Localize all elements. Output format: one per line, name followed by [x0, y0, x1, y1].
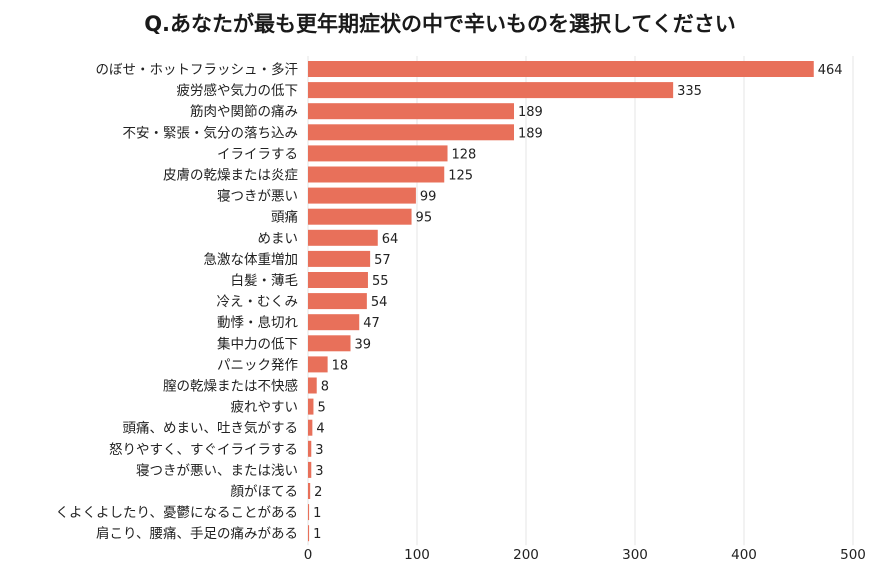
category-label: 筋肉や関節の痛み — [190, 103, 298, 120]
x-tick-label: 0 — [304, 547, 313, 563]
value-label: 189 — [518, 126, 543, 141]
bars — [308, 61, 814, 542]
category-label: 膣の乾燥または不快感 — [163, 378, 298, 395]
bar — [308, 356, 328, 373]
bar — [308, 398, 314, 415]
bar — [308, 335, 351, 352]
x-tick-label: 300 — [622, 547, 648, 563]
category-label: 肩こり、腰痛、手足の痛みがある — [96, 525, 298, 542]
category-label: 頭痛 — [271, 209, 298, 226]
category-label: くよくよしたり、憂鬱になることがある — [56, 505, 298, 521]
value-label: 64 — [382, 232, 399, 247]
bar — [308, 229, 378, 246]
category-label: 寝つきが悪い — [217, 188, 298, 205]
value-label: 99 — [420, 190, 437, 205]
value-label: 55 — [372, 274, 389, 289]
category-label: 不安・緊張・気分の落ち込み — [123, 125, 299, 141]
category-label: イライラする — [217, 146, 298, 162]
category-label: 顔がほてる — [231, 484, 299, 500]
category-label: 集中力の低下 — [217, 336, 298, 352]
value-label: 1 — [313, 506, 321, 521]
bar — [308, 250, 371, 267]
value-label: 189 — [518, 105, 543, 120]
category-label: めまい — [258, 231, 299, 247]
value-label: 47 — [363, 316, 380, 331]
value-label: 3 — [315, 464, 323, 479]
bar — [308, 293, 367, 310]
bar — [308, 272, 368, 288]
category-label: のぼせ・ホットフラッシュ・多汗 — [96, 61, 299, 78]
value-label: 2 — [314, 485, 322, 500]
bar — [308, 504, 310, 521]
value-label: 128 — [452, 147, 477, 162]
value-label: 95 — [416, 211, 433, 226]
x-tick-label: 500 — [840, 547, 866, 563]
bar — [308, 103, 515, 120]
chart-title: Q.あなたが最も更年期症状の中で辛いものを選択してください — [144, 12, 736, 36]
value-label: 464 — [818, 63, 843, 78]
bar — [308, 440, 312, 457]
bar — [308, 419, 313, 436]
bar — [308, 166, 445, 183]
bar — [308, 208, 412, 225]
x-tick-label: 100 — [404, 547, 430, 563]
category-label: 寝つきが悪い、または浅い — [136, 462, 298, 479]
category-label: 怒りやすく、すぐイライラする — [109, 442, 298, 458]
value-label: 18 — [332, 358, 349, 373]
value-label: 4 — [316, 422, 324, 437]
x-tick-label: 400 — [731, 547, 757, 563]
bar — [308, 145, 448, 162]
bar — [308, 377, 317, 394]
bar — [308, 314, 360, 331]
category-label: 冷え・むくみ — [216, 294, 298, 310]
category-label: 急激な体重増加 — [204, 252, 299, 268]
bar — [308, 124, 515, 141]
bar — [308, 61, 814, 77]
value-label: 125 — [448, 169, 473, 184]
value-label: 335 — [677, 84, 702, 99]
category-label: 白髪・薄毛 — [231, 273, 299, 289]
value-label: 5 — [317, 401, 325, 416]
x-axis-ticks: 0 100 200 300 400 500 — [304, 547, 866, 563]
value-label: 1 — [313, 527, 321, 542]
value-label: 57 — [374, 253, 391, 268]
category-label: 頭痛、めまい、吐き気がする — [123, 420, 299, 437]
value-label: 3 — [315, 443, 323, 458]
category-label: 皮膚の乾燥または炎症 — [163, 168, 298, 184]
bar — [308, 525, 310, 542]
category-labels: のぼせ・ホットフラッシュ・多汗疲労感や気力の低下筋肉や関節の痛み不安・緊張・気分… — [56, 61, 299, 542]
bar — [308, 461, 312, 478]
bar — [308, 187, 416, 204]
value-labels: 4643351891891281259995645755544739188543… — [313, 63, 842, 542]
bar — [308, 483, 311, 499]
category-label: 疲労感や気力の低下 — [177, 82, 299, 99]
value-label: 54 — [371, 295, 388, 310]
bar — [308, 82, 674, 99]
value-label: 39 — [355, 337, 372, 352]
category-label: 疲れやすい — [231, 399, 299, 416]
value-label: 8 — [321, 380, 329, 395]
x-tick-label: 200 — [513, 547, 539, 563]
category-label: パニック発作 — [217, 357, 298, 373]
category-label: 動悸・息切れ — [217, 314, 298, 331]
